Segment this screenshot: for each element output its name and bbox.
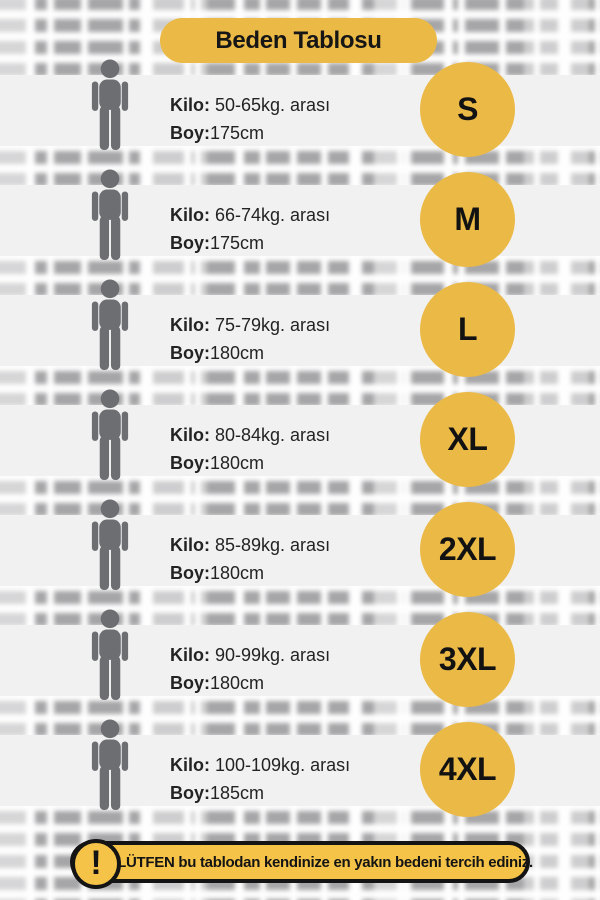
row-text: Kilo: 50-65kg. arası Boy:175cm (170, 91, 330, 147)
size-row-xl: Kilo: 80-84kg. arası Boy:180cm XL (0, 385, 600, 495)
kilo-value: 66-74kg. arası (215, 205, 331, 225)
row-text: Kilo: 75-79kg. arası Boy:180cm (170, 311, 330, 367)
page-title: Beden Tablosu (215, 26, 382, 54)
kilo-line: Kilo: 50-65kg. arası (170, 91, 330, 119)
boy-value: 180cm (210, 343, 265, 363)
size-row-4xl: Kilo: 100-109kg. arası Boy:185cm 4XL (0, 715, 600, 825)
kilo-value: 75-79kg. arası (215, 315, 331, 335)
exclamation-icon: ! (71, 839, 121, 889)
size-badge-label: S (457, 91, 478, 127)
kilo-value: 85-89kg. arası (215, 535, 331, 555)
boy-value: 175cm (210, 233, 265, 253)
size-row-l: Kilo: 75-79kg. arası Boy:180cm L (0, 275, 600, 385)
kilo-value: 100-109kg. arası (215, 755, 351, 775)
boy-line: Boy:180cm (170, 669, 330, 697)
boy-label: Boy: (170, 563, 210, 583)
boy-label: Boy: (170, 783, 210, 803)
size-badge: XL (420, 392, 515, 487)
boy-value: 180cm (210, 673, 265, 693)
size-badge-label: 4XL (438, 751, 497, 787)
row-text: Kilo: 90-99kg. arası Boy:180cm (170, 641, 330, 697)
boy-label: Boy: (170, 343, 210, 363)
size-badge: 3XL (420, 612, 515, 707)
boy-value: 175cm (210, 123, 265, 143)
person-icon (85, 499, 135, 591)
kilo-line: Kilo: 66-74kg. arası (170, 201, 330, 229)
kilo-label: Kilo: (170, 425, 210, 445)
row-text: Kilo: 80-84kg. arası Boy:180cm (170, 421, 330, 477)
size-badge-label: M (454, 201, 481, 237)
kilo-value: 80-84kg. arası (215, 425, 331, 445)
kilo-line: Kilo: 80-84kg. arası (170, 421, 330, 449)
size-badge-label: L (457, 311, 478, 347)
size-badge: 2XL (420, 502, 515, 597)
person-icon (85, 389, 135, 481)
size-badge-label: 3XL (438, 641, 497, 677)
boy-line: Boy:180cm (170, 339, 330, 367)
kilo-label: Kilo: (170, 95, 210, 115)
kilo-label: Kilo: (170, 535, 210, 555)
kilo-value: 90-99kg. arası (215, 645, 331, 665)
boy-label: Boy: (170, 233, 210, 253)
kilo-line: Kilo: 75-79kg. arası (170, 311, 330, 339)
size-badge-label: 2XL (438, 531, 497, 567)
kilo-line: Kilo: 85-89kg. arası (170, 531, 330, 559)
kilo-line: Kilo: 90-99kg. arası (170, 641, 330, 669)
footer-note-text: LÜTFEN bu tablodan kendinize en yakın be… (117, 853, 533, 871)
size-row-2xl: Kilo: 85-89kg. arası Boy:180cm 2XL (0, 495, 600, 605)
boy-line: Boy:185cm (170, 779, 350, 807)
kilo-label: Kilo: (170, 755, 210, 775)
size-badge: M (420, 172, 515, 267)
person-icon (85, 719, 135, 811)
size-row-m: Kilo: 66-74kg. arası Boy:175cm M (0, 165, 600, 275)
kilo-label: Kilo: (170, 645, 210, 665)
size-badge-label: XL (447, 421, 488, 457)
kilo-line: Kilo: 100-109kg. arası (170, 751, 350, 779)
kilo-value: 50-65kg. arası (215, 95, 331, 115)
kilo-label: Kilo: (170, 205, 210, 225)
size-badge: S (420, 62, 515, 157)
person-icon (85, 609, 135, 701)
size-row-3xl: Kilo: 90-99kg. arası Boy:180cm 3XL (0, 605, 600, 715)
footer-note-banner: ! LÜTFEN bu tablodan kendinize en yakın … (70, 839, 533, 889)
boy-label: Boy: (170, 673, 210, 693)
boy-line: Boy:175cm (170, 229, 330, 257)
exclamation-mark: ! (90, 844, 102, 882)
person-icon (85, 279, 135, 371)
person-icon (85, 59, 135, 151)
boy-value: 180cm (210, 563, 265, 583)
boy-label: Boy: (170, 453, 210, 473)
boy-line: Boy:175cm (170, 119, 330, 147)
person-icon (85, 169, 135, 261)
row-text: Kilo: 66-74kg. arası Boy:175cm (170, 201, 330, 257)
size-badge: 4XL (420, 722, 515, 817)
boy-label: Boy: (170, 123, 210, 143)
row-text: Kilo: 100-109kg. arası Boy:185cm (170, 751, 350, 807)
row-text: Kilo: 85-89kg. arası Boy:180cm (170, 531, 330, 587)
size-badge: L (420, 282, 515, 377)
boy-line: Boy:180cm (170, 449, 330, 477)
boy-value: 180cm (210, 453, 265, 473)
size-rows: Kilo: 50-65kg. arası Boy:175cm S Kilo: 66-… (0, 55, 600, 825)
boy-line: Boy:180cm (170, 559, 330, 587)
kilo-label: Kilo: (170, 315, 210, 335)
size-row-s: Kilo: 50-65kg. arası Boy:175cm S (0, 55, 600, 165)
boy-value: 185cm (210, 783, 265, 803)
